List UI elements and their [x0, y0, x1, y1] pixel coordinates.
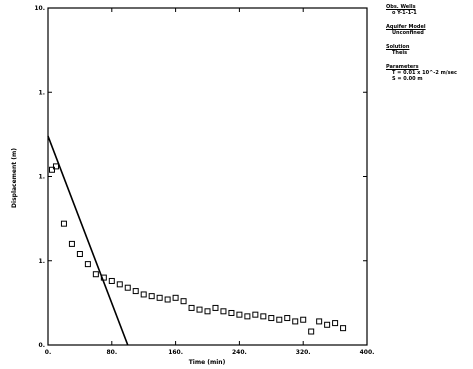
legend-parameter-t: T = 0.01 x 10^-2 m/sec	[392, 70, 457, 76]
data-point	[92, 271, 99, 278]
legend: Obs. Wells o Y-1-1-1 Aquifer Model Uncon…	[386, 4, 470, 90]
data-point	[132, 288, 139, 295]
data-point	[252, 311, 259, 318]
plot-border	[47, 7, 368, 346]
data-point	[84, 261, 91, 268]
plot-frame	[47, 7, 368, 346]
x-tick-label: 80.	[106, 349, 117, 356]
data-point	[244, 313, 251, 320]
data-point	[276, 316, 283, 323]
data-point	[324, 321, 331, 328]
legend-solution-title: Solution	[386, 44, 410, 50]
data-point	[68, 240, 75, 247]
data-point	[236, 311, 243, 318]
legend-aquifer-model-value: Unconfined	[392, 30, 424, 36]
x-axis-label: Time (min)	[189, 359, 226, 366]
data-point	[220, 308, 227, 315]
observed-series	[48, 163, 347, 335]
legend-aquifer-model-title: Aquifer Model	[386, 24, 426, 30]
data-point	[100, 274, 107, 281]
y-tick-label: 1.	[39, 174, 45, 181]
data-point	[124, 284, 131, 291]
legend-obs-wells: Obs. Wells o Y-1-1-1	[386, 4, 470, 16]
y-tick-label: 10.	[34, 5, 45, 12]
data-point	[308, 328, 315, 335]
data-point	[300, 316, 307, 323]
data-point	[332, 320, 339, 327]
data-point	[76, 251, 83, 258]
data-point	[172, 294, 179, 301]
data-point	[260, 313, 267, 320]
y-tick-label: 1.	[39, 89, 45, 96]
y-tick-label: 1.	[39, 258, 45, 265]
legend-obs-wells-title: Obs. Wells	[386, 4, 416, 10]
x-tick-label: 320.	[296, 349, 311, 356]
data-point	[52, 163, 59, 170]
data-point	[116, 281, 123, 288]
data-point	[212, 304, 219, 311]
data-point	[188, 304, 195, 311]
x-tick-label: 160.	[168, 349, 183, 356]
legend-parameter-s: S = 0.00 m	[392, 76, 423, 82]
legend-parameters: Parameters T = 0.01 x 10^-2 m/sec S = 0.…	[386, 64, 470, 82]
x-axis: 0. 80. 160. 240. 320. 400.	[45, 8, 375, 356]
data-point	[340, 325, 347, 332]
data-point	[204, 308, 211, 315]
data-point	[268, 315, 275, 322]
x-tick-label: 400.	[360, 349, 375, 356]
legend-aquifer-model: Aquifer Model Unconfined	[386, 24, 470, 36]
legend-solution-value: Theis	[392, 50, 408, 56]
data-point	[292, 318, 299, 325]
y-axis: 0. 1. 1. 1. 10.	[34, 5, 367, 349]
data-point	[196, 306, 203, 313]
legend-parameters-title: Parameters	[386, 64, 419, 70]
y-tick-label: 0.	[39, 342, 45, 349]
x-tick-label: 0.	[45, 349, 51, 356]
x-tick-label: 240.	[232, 349, 247, 356]
data-point	[108, 277, 115, 284]
data-point	[156, 294, 163, 301]
data-point	[164, 296, 171, 303]
data-point	[140, 291, 147, 298]
data-point	[48, 166, 55, 173]
y-axis-label: Displacement (m)	[11, 148, 18, 208]
data-point	[316, 318, 323, 325]
data-point	[180, 298, 187, 305]
legend-solution: Solution Theis	[386, 44, 470, 56]
data-point	[284, 315, 291, 322]
data-point	[228, 309, 235, 316]
legend-obs-wells-item: o Y-1-1-1	[392, 10, 417, 16]
data-point	[148, 293, 155, 300]
fit-series	[47, 135, 129, 346]
fit-line	[47, 135, 129, 346]
data-point	[60, 220, 67, 227]
